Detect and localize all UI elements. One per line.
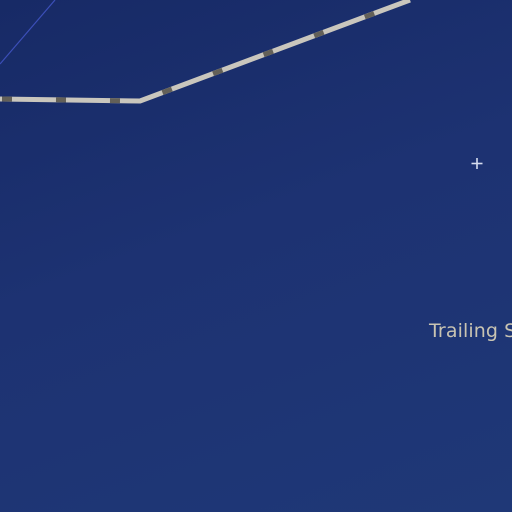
plus-icon[interactable] (471, 158, 483, 169)
trailing-place-label: Trailing S (429, 320, 512, 342)
boundary-line (0, 0, 56, 65)
trail-outline (0, 0, 411, 104)
trail-dashes (0, 0, 411, 104)
